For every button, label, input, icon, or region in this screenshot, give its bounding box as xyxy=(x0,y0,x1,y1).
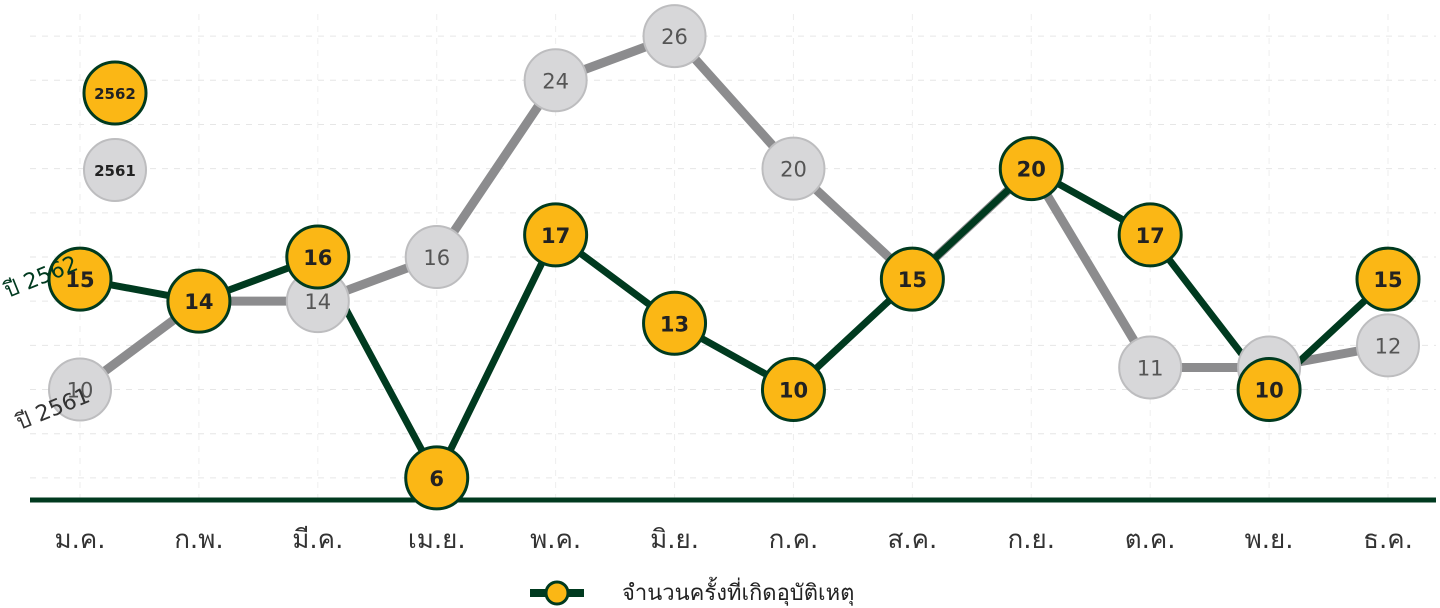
x-tick-label: ส.ค. xyxy=(887,525,937,555)
data-label-2561: 16 xyxy=(423,246,450,270)
data-label-2562: 20 xyxy=(1017,158,1046,182)
point-2562 xyxy=(998,136,1064,202)
data-label-2562: 15 xyxy=(65,268,94,292)
point-2562 xyxy=(47,246,113,312)
data-label-2561: 10 xyxy=(67,379,94,403)
x-tick-label: ต.ค. xyxy=(1125,525,1176,555)
badge-2561: 2561 xyxy=(83,138,147,202)
data-label-2562: 10 xyxy=(1254,379,1283,403)
point-2562 xyxy=(1236,357,1302,423)
series-line-2561 xyxy=(75,31,1393,395)
legend-label: จำนวนครั้งที่เกิดอุบัติเหตุ xyxy=(622,577,854,606)
data-label-2562: 17 xyxy=(541,224,570,248)
data-label-2562: 16 xyxy=(303,246,332,270)
x-tick-labels: ม.ค. ก.พ. มี.ค. เม.ย. พ.ค. มิ.ย. ก.ค. ส.ค. ก.ย. ต… xyxy=(54,525,1412,555)
data-label-2561: 24 xyxy=(542,69,569,93)
grid xyxy=(30,14,1436,498)
point-2562 xyxy=(1355,246,1421,312)
point-2562 xyxy=(879,246,945,312)
point-2562 xyxy=(404,445,470,511)
x-tick-label: พ.ย. xyxy=(1245,525,1294,555)
badge-2562: 2562 xyxy=(82,60,148,126)
point-2561 xyxy=(642,4,707,69)
point-2562 xyxy=(523,202,589,268)
series-points-2562: 15 14 16 6 17 13 10 15 20 17 10 15 xyxy=(47,136,1421,511)
data-label-2562: 15 xyxy=(1373,268,1402,292)
point-2562 xyxy=(166,268,232,334)
x-tick-label: ธ.ค. xyxy=(1363,525,1413,555)
data-label-2562: 10 xyxy=(779,379,808,403)
data-label-2561: 11 xyxy=(1137,356,1164,380)
data-label-2562: 13 xyxy=(660,312,689,336)
series-lines xyxy=(75,31,1393,482)
data-label-2562: 15 xyxy=(898,268,927,292)
x-tick-label: ก.พ. xyxy=(174,525,223,555)
x-tick-label: ก.ค. xyxy=(769,525,819,555)
badge-2562-text: 2562 xyxy=(94,85,136,103)
x-tick-label: มี.ค. xyxy=(292,525,343,555)
badge-2561-text: 2561 xyxy=(94,162,136,180)
data-label-2561: 12 xyxy=(1375,334,1402,358)
series-line-2562 xyxy=(76,165,1392,482)
data-label-2561: 20 xyxy=(780,158,807,182)
data-label-2561: 26 xyxy=(661,25,688,49)
x-tick-label: ก.ย. xyxy=(1008,525,1056,555)
x-tick-label: มิ.ย. xyxy=(650,525,699,555)
point-2562 xyxy=(1117,202,1183,268)
x-tick-label: ม.ค. xyxy=(54,525,105,555)
data-label-2562: 17 xyxy=(1136,224,1165,248)
badge-2562-marker xyxy=(82,60,148,126)
point-2561 xyxy=(404,225,469,289)
point-2561 xyxy=(48,357,112,422)
legend-marker xyxy=(544,580,570,606)
badge-2561-marker xyxy=(83,138,147,202)
point-2562 xyxy=(642,290,708,356)
legend: จำนวนครั้งที่เกิดอุบัติเหตุ xyxy=(530,577,854,606)
data-label-2562: 6 xyxy=(429,467,444,491)
point-2562 xyxy=(760,357,826,423)
x-tick-label: พ.ค. xyxy=(530,525,581,555)
point-2561 xyxy=(523,48,588,113)
x-tick-label: เม.ย. xyxy=(408,525,466,555)
data-label-2561: 14 xyxy=(304,290,331,314)
series-markers: 1014141624262015201111121514166171310152… xyxy=(47,4,1421,511)
point-2561 xyxy=(1356,313,1420,378)
data-label-2562: 14 xyxy=(184,290,213,314)
point-2561 xyxy=(761,136,826,201)
point-2562 xyxy=(285,224,351,290)
point-2561 xyxy=(1118,335,1183,400)
